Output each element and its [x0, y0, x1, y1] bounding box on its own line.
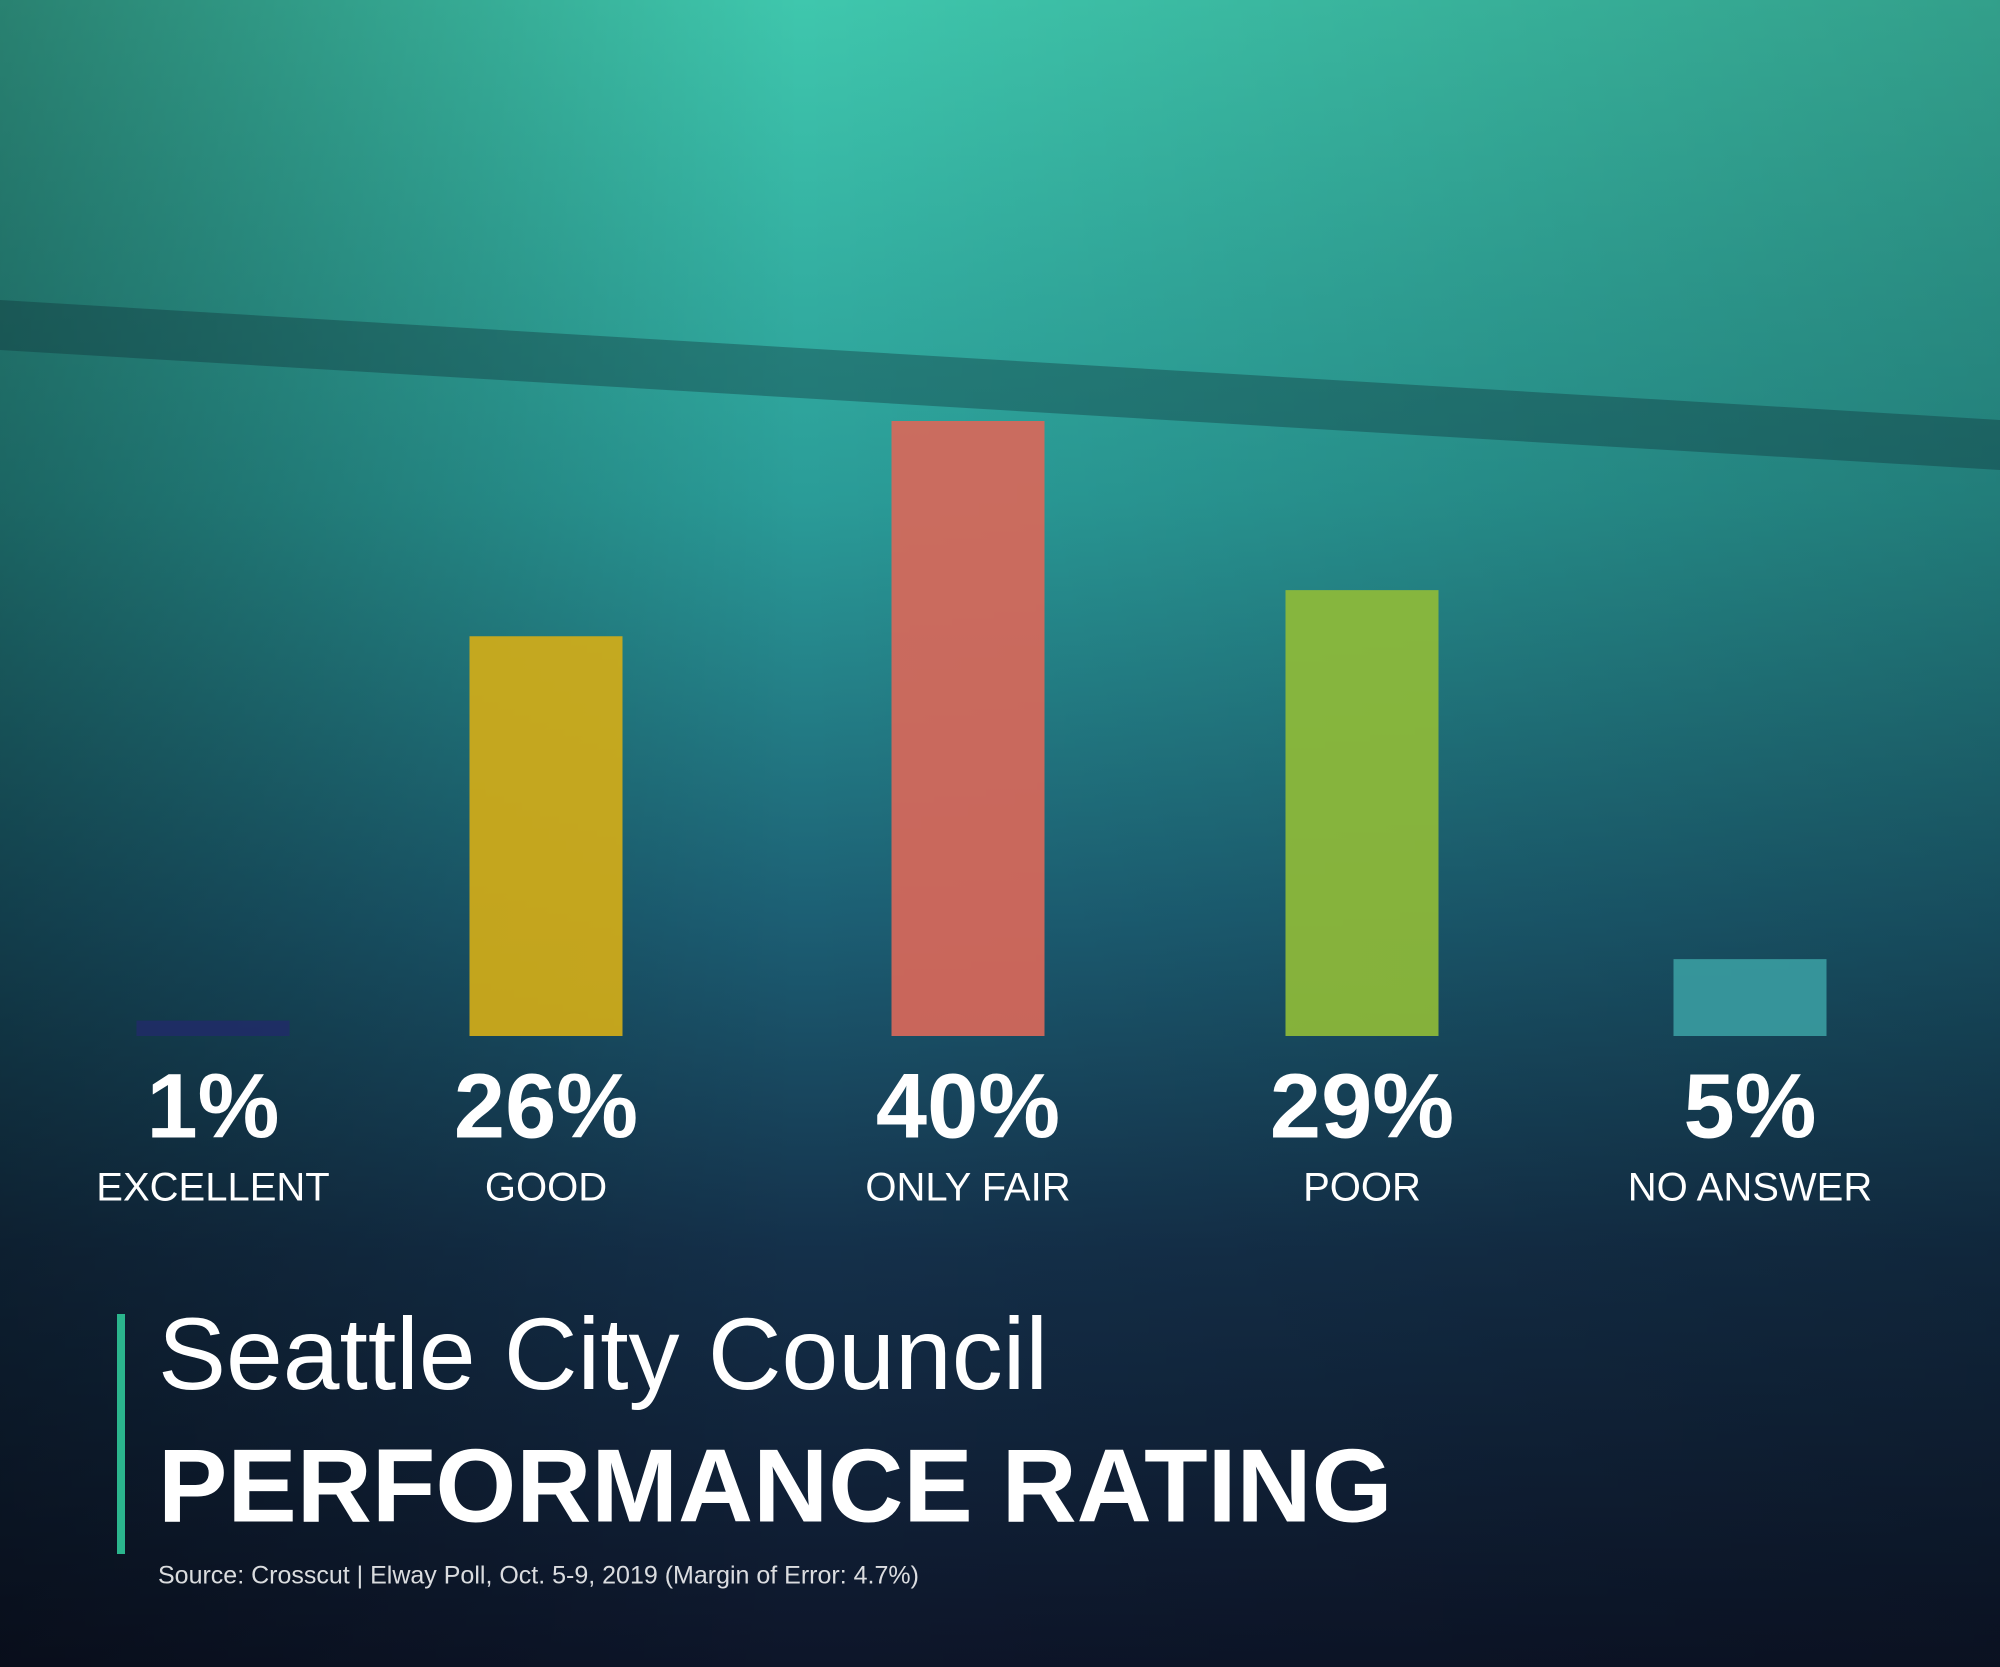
value-label: 26%: [454, 1055, 638, 1157]
category-label: POOR: [1303, 1166, 1421, 1210]
bar: [891, 421, 1045, 1036]
bar: [1673, 959, 1827, 1036]
bar: [136, 1020, 290, 1036]
background-desk: [0, 300, 2000, 470]
value-label: 29%: [1270, 1055, 1454, 1157]
bar: [469, 636, 623, 1036]
value-label: 5%: [1684, 1055, 1817, 1157]
chart-subtitle: PERFORMANCE RATING: [158, 1428, 1393, 1544]
category-label: GOOD: [485, 1166, 607, 1210]
category-label: EXCELLENT: [96, 1166, 329, 1210]
title-accent: [117, 1314, 125, 1554]
category-label: ONLY FAIR: [865, 1166, 1070, 1210]
source-note: Source: Crosscut | Elway Poll, Oct. 5-9,…: [158, 1562, 919, 1590]
category-label: NO ANSWER: [1628, 1166, 1872, 1210]
chart-title: Seattle City Council: [158, 1297, 1048, 1411]
bar: [1285, 590, 1439, 1036]
value-label: 40%: [876, 1055, 1060, 1157]
value-label: 1%: [147, 1055, 280, 1157]
